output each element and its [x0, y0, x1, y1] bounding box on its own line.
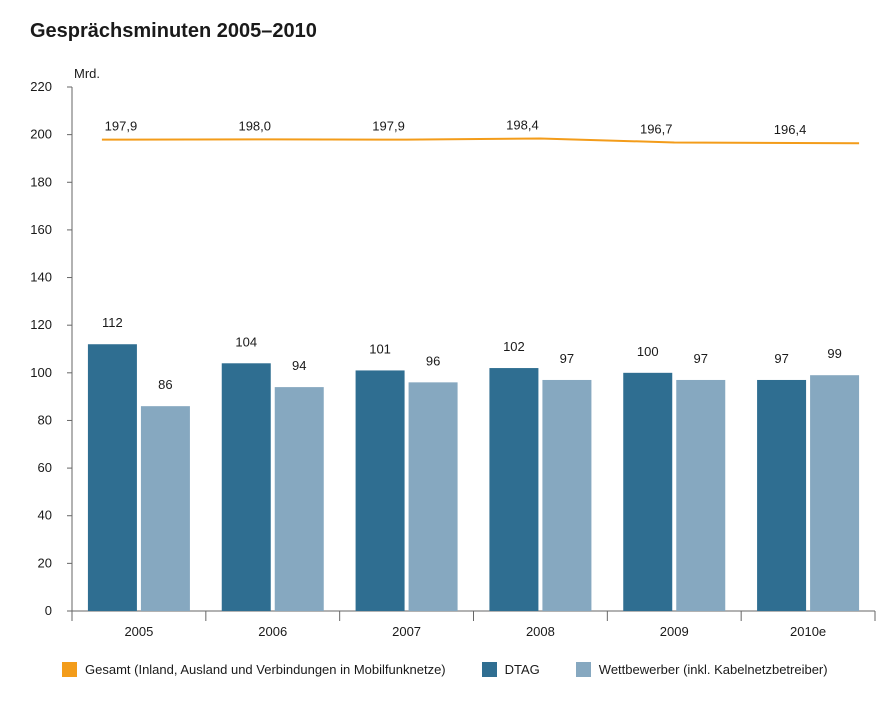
- data-label-total: 198,4: [506, 117, 539, 132]
- legend-swatch-dtag: [481, 662, 497, 677]
- data-label-competitors: 86: [158, 377, 172, 392]
- y-tick-label: 160: [30, 222, 52, 237]
- x-tick-label: 2010e: [790, 624, 826, 639]
- bar-dtag: [221, 363, 271, 611]
- bar-dtag: [87, 344, 137, 611]
- data-label-competitors: 96: [426, 353, 440, 368]
- data-label-dtag: 102: [503, 339, 525, 354]
- data-label-competitors: 99: [827, 346, 841, 361]
- x-tick-label: 2007: [392, 624, 421, 639]
- data-label-competitors: 97: [694, 351, 708, 366]
- y-axis-unit-label: Mrd.: [74, 66, 100, 81]
- y-tick-label: 80: [38, 412, 52, 427]
- bar-dtag: [355, 370, 405, 611]
- bar-dtag: [489, 368, 539, 611]
- data-label-dtag: 97: [774, 351, 788, 366]
- data-label-dtag: 112: [102, 315, 123, 330]
- data-label-total: 197,9: [372, 119, 405, 134]
- data-label-total: 197,9: [105, 119, 138, 134]
- y-tick-label: 200: [30, 127, 52, 142]
- y-tick-label: 220: [30, 79, 52, 94]
- bar-competitors: [676, 379, 726, 611]
- legend-label-total: Gesamt (Inland, Ausland und Verbindungen…: [85, 662, 446, 677]
- y-tick-label: 40: [38, 508, 52, 523]
- y-tick-label: 0: [45, 603, 52, 618]
- data-label-dtag: 100: [637, 344, 659, 359]
- data-label-total: 198,0: [238, 118, 271, 133]
- data-label-competitors: 97: [560, 351, 574, 366]
- x-tick-label: 2008: [526, 624, 555, 639]
- x-tick-label: 2005: [124, 624, 153, 639]
- y-tick-label: 60: [38, 460, 52, 475]
- bar-competitors: [140, 406, 190, 611]
- legend-swatch-total: [62, 662, 77, 677]
- y-tick-label: 120: [30, 317, 52, 332]
- x-tick-label: 2006: [258, 624, 287, 639]
- data-label-total: 196,7: [640, 121, 673, 136]
- y-tick-label: 180: [30, 174, 52, 189]
- bar-competitors: [810, 375, 860, 611]
- bar-competitors: [274, 387, 324, 611]
- legend-item-total: Gesamt (Inland, Ausland und Verbindungen…: [62, 662, 446, 677]
- chart-title: Gesprächsminuten 2005–2010: [30, 20, 317, 42]
- bar-dtag: [757, 379, 807, 611]
- legend-label-dtag: DTAG: [504, 662, 540, 677]
- bar-competitors: [542, 379, 592, 611]
- legend-item-dtag: DTAG: [481, 662, 540, 677]
- legend-item-competitors: Wettbewerber (inkl. Kabelnetzbetreiber): [575, 662, 828, 677]
- bar-competitors: [408, 382, 458, 611]
- bar-dtag: [623, 372, 673, 611]
- y-tick-label: 20: [38, 555, 52, 570]
- data-label-dtag: 104: [235, 334, 257, 349]
- data-label-competitors: 94: [292, 358, 306, 373]
- legend-swatch-competitors: [575, 662, 591, 677]
- line-total: [101, 137, 860, 145]
- data-label-total: 196,4: [774, 122, 807, 137]
- y-tick-label: 100: [30, 365, 52, 380]
- y-tick-label: 140: [30, 270, 52, 285]
- x-tick-label: 2009: [660, 624, 689, 639]
- legend: Gesamt (Inland, Ausland und Verbindungen…: [62, 662, 864, 677]
- data-label-dtag: 101: [369, 341, 391, 356]
- legend-label-competitors: Wettbewerber (inkl. Kabelnetzbetreiber): [598, 662, 828, 677]
